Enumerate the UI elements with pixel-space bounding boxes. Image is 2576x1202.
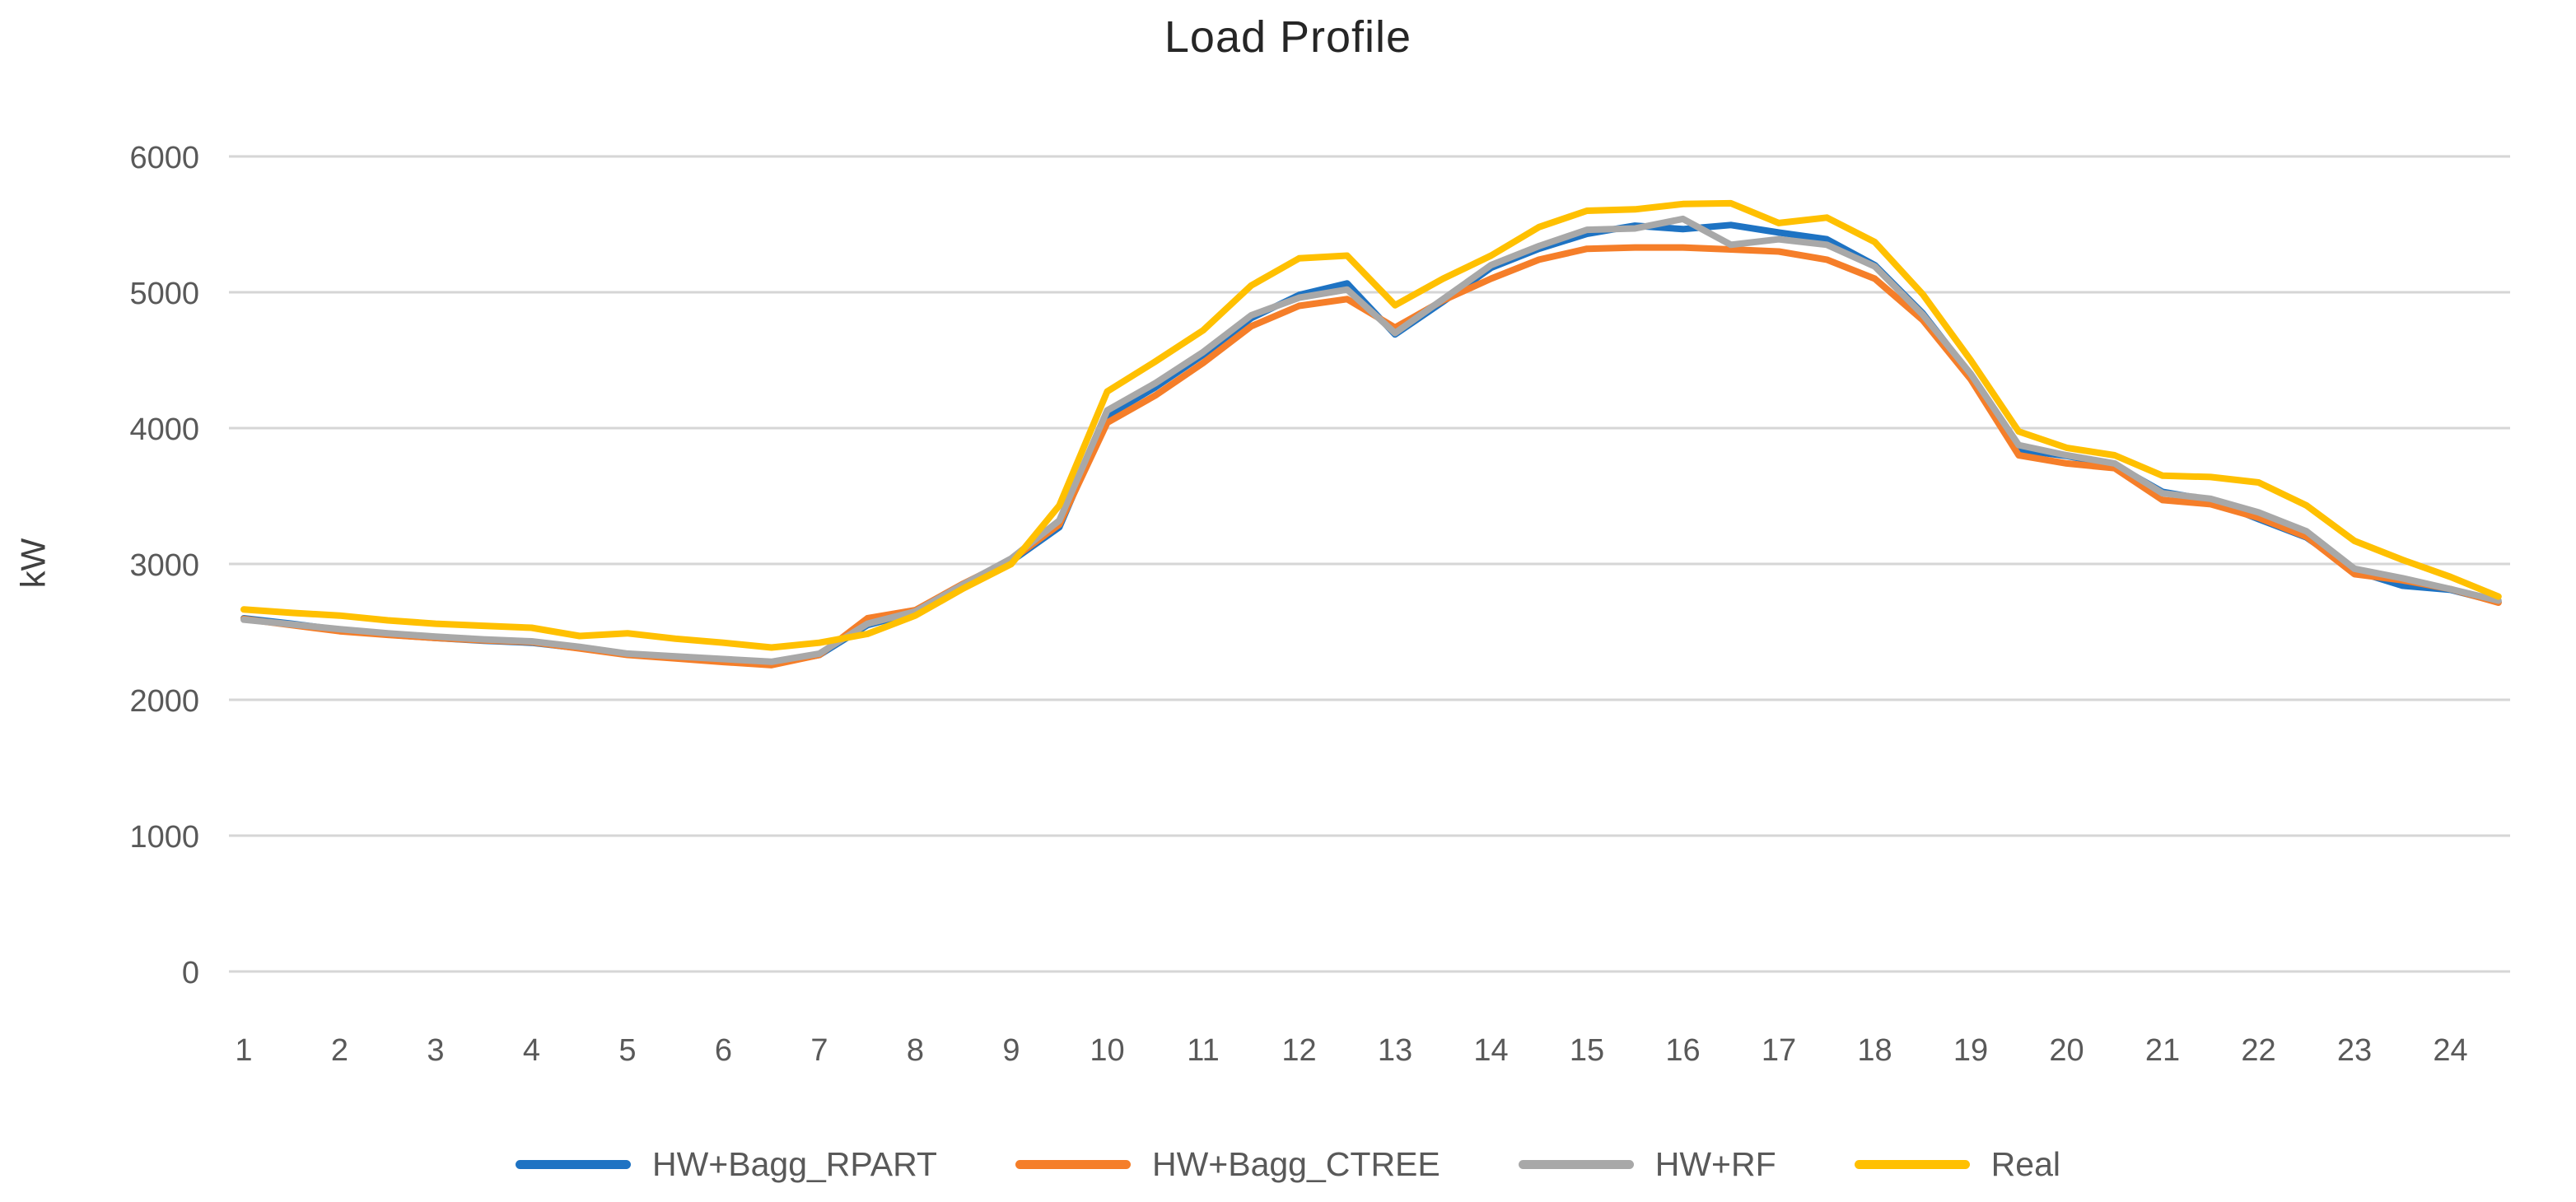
y-tick-label-4000: 4000 <box>129 412 199 447</box>
legend-item-Real: Real <box>1854 1145 2060 1184</box>
x-tick-label-16: 16 <box>1665 1033 1700 1068</box>
x-tick-label-19: 19 <box>1953 1033 1988 1068</box>
x-tick-label-11: 11 <box>1187 1033 1219 1068</box>
x-tick-label-10: 10 <box>1090 1033 1124 1068</box>
x-tick-label-14: 14 <box>1473 1033 1508 1068</box>
legend-item-HW+Bagg_RPART: HW+Bagg_RPART <box>516 1145 937 1184</box>
legend: HW+Bagg_RPART HW+Bagg_CTREE HW+RF Real <box>0 1145 2576 1184</box>
legend-swatch-icon <box>516 1160 631 1169</box>
x-tick-label-7: 7 <box>810 1033 828 1068</box>
legend-swatch-icon <box>1015 1160 1131 1169</box>
x-tick-label-5: 5 <box>618 1033 636 1068</box>
x-tick-label-18: 18 <box>1857 1033 1892 1068</box>
x-tick-label-3: 3 <box>427 1033 444 1068</box>
x-tick-label-8: 8 <box>907 1033 924 1068</box>
legend-label: HW+RF <box>1654 1145 1776 1183</box>
legend-swatch-icon <box>1854 1160 1970 1169</box>
legend-item-HW+Bagg_CTREE: HW+Bagg_CTREE <box>1015 1145 1440 1184</box>
y-tick-label-6000: 6000 <box>129 141 199 175</box>
y-tick-label-3000: 3000 <box>129 548 199 583</box>
x-tick-label-23: 23 <box>2337 1033 2372 1068</box>
x-tick-label-4: 4 <box>523 1033 540 1068</box>
x-tick-label-17: 17 <box>1762 1033 1796 1068</box>
x-tick-label-1: 1 <box>235 1033 252 1068</box>
legend-swatch-icon <box>1518 1160 1634 1169</box>
y-tick-label-0: 0 <box>182 956 199 990</box>
y-tick-label-2000: 2000 <box>129 684 199 719</box>
x-tick-label-13: 13 <box>1378 1033 1412 1068</box>
x-tick-label-21: 21 <box>2145 1033 2180 1068</box>
chart-title: Load Profile <box>1164 12 1412 62</box>
x-tick-label-12: 12 <box>1281 1033 1316 1068</box>
series-line-HW+RF <box>240 215 2502 665</box>
x-tick-label-2: 2 <box>331 1033 348 1068</box>
x-tick-label-9: 9 <box>1002 1033 1020 1068</box>
series-line-HW+Bagg_RPART <box>240 221 2502 668</box>
y-tick-label-1000: 1000 <box>129 820 199 855</box>
series-line-Real <box>240 199 2502 651</box>
y-tick-label-5000: 5000 <box>129 277 199 311</box>
legend-label: HW+Bagg_RPART <box>652 1145 937 1183</box>
x-tick-label-15: 15 <box>1570 1033 1604 1068</box>
legend-label: Real <box>1990 1145 2060 1183</box>
x-tick-label-20: 20 <box>2049 1033 2084 1068</box>
legend-item-HW+RF: HW+RF <box>1518 1145 1776 1184</box>
legend-label: HW+Bagg_CTREE <box>1151 1145 1440 1183</box>
x-tick-label-24: 24 <box>2433 1033 2467 1068</box>
x-tick-label-22: 22 <box>2241 1033 2275 1068</box>
x-tick-label-6: 6 <box>715 1033 732 1068</box>
